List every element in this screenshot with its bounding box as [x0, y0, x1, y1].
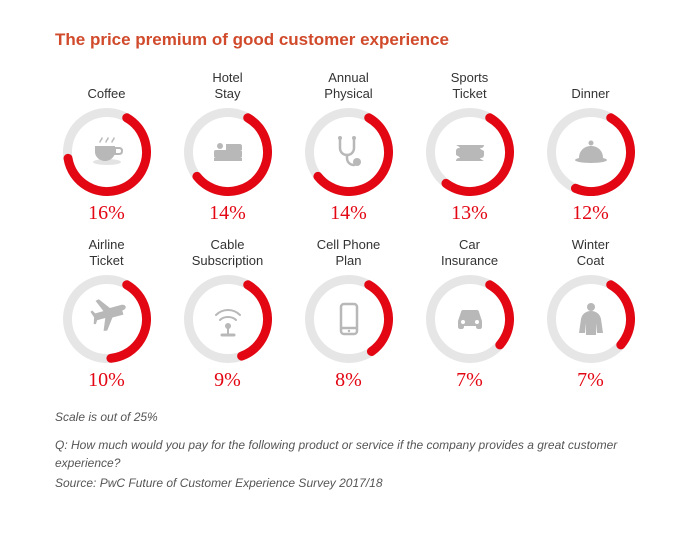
cable-gauge: [184, 275, 272, 363]
stethoscope-gauge: [305, 108, 393, 196]
gauge-label: CableSubscription: [192, 235, 264, 269]
gauge-label: WinterCoat: [572, 235, 610, 269]
footer: Scale is out of 25% Q: How much would yo…: [55, 408, 642, 492]
gauge-item: CableSubscription 9%: [176, 235, 279, 392]
gauge-label: Cell PhonePlan: [317, 235, 381, 269]
gauge-label: HotelStay: [212, 68, 242, 102]
gauge-item: CarInsurance 7%: [418, 235, 521, 392]
hotel-gauge: [184, 108, 272, 196]
gauge-label: SportsTicket: [451, 68, 489, 102]
gauge-label: AirlineTicket: [88, 235, 124, 269]
gauge-item: Cell PhonePlan 8%: [297, 235, 400, 392]
gauge-label: CarInsurance: [441, 235, 498, 269]
question-text: Q: How much would you pay for the follow…: [55, 436, 642, 472]
gauge-percent: 12%: [572, 202, 609, 225]
gauge-item: AnnualPhysical 14%: [297, 68, 400, 225]
gauge-percent: 7%: [456, 369, 483, 392]
plane-gauge: [63, 275, 151, 363]
page-title: The price premium of good customer exper…: [55, 30, 642, 50]
gauge-percent: 13%: [451, 202, 488, 225]
gauge-item: WinterCoat 7%: [539, 235, 642, 392]
gauge-percent: 10%: [88, 369, 125, 392]
gauge-label: Dinner: [571, 68, 609, 102]
gauge-item: AirlineTicket 10%: [55, 235, 158, 392]
gauge-item: SportsTicket 13%: [418, 68, 521, 225]
phone-gauge: [305, 275, 393, 363]
gauge-percent: 8%: [335, 369, 362, 392]
coat-gauge: [547, 275, 635, 363]
gauge-percent: 14%: [330, 202, 367, 225]
gauge-percent: 7%: [577, 369, 604, 392]
gauge-label: AnnualPhysical: [324, 68, 372, 102]
gauge-percent: 9%: [214, 369, 241, 392]
gauge-grid: Coffee 16% HotelStay 14% AnnualPhysical 14% Sp…: [55, 68, 642, 392]
gauge-label: Coffee: [87, 68, 125, 102]
gauge-item: Coffee 16%: [55, 68, 158, 225]
ticket-gauge: [426, 108, 514, 196]
car-gauge: [426, 275, 514, 363]
gauge-item: Dinner 12%: [539, 68, 642, 225]
gauge-percent: 16%: [88, 202, 125, 225]
gauge-item: HotelStay 14%: [176, 68, 279, 225]
source-text: Source: PwC Future of Customer Experienc…: [55, 474, 642, 492]
gauge-percent: 14%: [209, 202, 246, 225]
scale-note: Scale is out of 25%: [55, 408, 642, 426]
coffee-gauge: [63, 108, 151, 196]
dinner-gauge: [547, 108, 635, 196]
